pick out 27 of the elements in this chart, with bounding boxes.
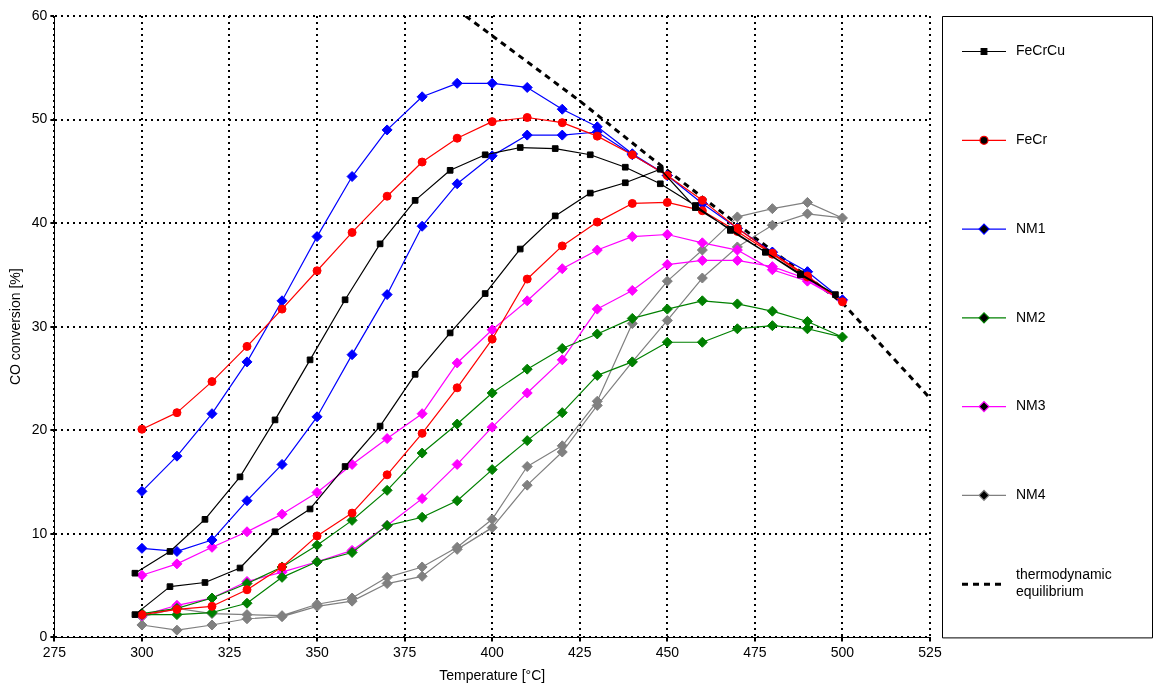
y-tick-label: 50 [31,110,48,127]
y-tick-label: 20 [31,421,48,438]
x-tick-label: 375 [392,643,417,660]
legend-label: FeCr [1016,131,1048,148]
y-tick-label: 0 [39,628,48,645]
legend-label: NM1 [1016,219,1046,236]
x-tick-label: 425 [568,643,592,660]
legend-label: NM4 [1016,486,1046,503]
x-axis-title: Temperature [°C] [439,667,546,684]
x-tick-label: 350 [305,643,329,660]
x-tick-label: 525 [918,643,942,660]
y-tick-label: 10 [31,524,48,541]
x-tick-label: 475 [743,643,767,660]
legend-label: thermodynamic equilibrium [1016,566,1112,600]
legend-label: NM2 [1016,308,1046,325]
x-tick-label: 450 [655,643,680,660]
y-axis-title: CO conversion [%] [7,268,24,386]
y-tick-label: 60 [31,6,48,23]
legend-label: NM3 [1016,397,1046,414]
x-tick-label: 500 [830,643,855,660]
x-tick-label: 400 [480,643,505,660]
y-tick-label: 40 [31,213,48,230]
x-tick-label: 325 [217,643,242,660]
legend-label: FeCrCu [1016,42,1066,59]
x-tick-label: 300 [130,643,154,660]
y-tick-label: 30 [31,317,48,334]
x-tick-label: 275 [42,643,67,660]
